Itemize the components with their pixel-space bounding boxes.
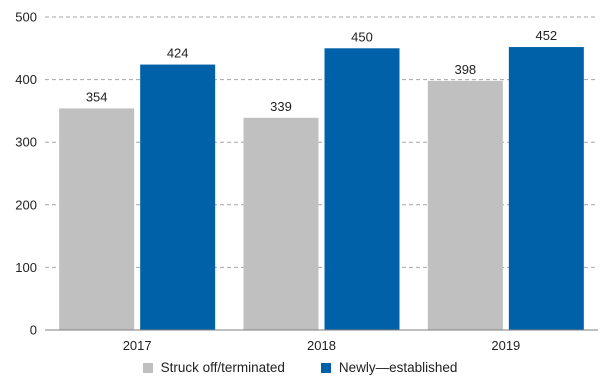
y-tick-label: 0 bbox=[30, 323, 37, 338]
bar-chart: 0 100 200 300 400 500 354 424 339 450 398 452 2017… bbox=[15, 10, 598, 353]
bar-2017-0 bbox=[59, 108, 135, 331]
legend: Struck off/terminated Newly—established bbox=[0, 360, 600, 375]
bar-2018-0 bbox=[243, 117, 319, 330]
bars bbox=[59, 47, 584, 331]
x-tick-label: 2018 bbox=[307, 338, 336, 353]
data-label: 452 bbox=[535, 28, 557, 43]
bar-2019-0 bbox=[427, 80, 503, 331]
x-tick-label: 2017 bbox=[123, 338, 152, 353]
y-tick-label: 300 bbox=[15, 135, 37, 150]
legend-swatch-struck-off bbox=[142, 362, 153, 373]
data-label: 354 bbox=[86, 89, 108, 104]
gridlines bbox=[45, 16, 598, 268]
legend-swatch-newly-established bbox=[320, 362, 331, 373]
legend-item-newly-established: Newly—established bbox=[320, 360, 458, 375]
data-label: 424 bbox=[167, 46, 189, 61]
legend-label-struck-off: Struck off/terminated bbox=[160, 360, 285, 375]
data-labels: 354 424 339 450 398 452 bbox=[86, 28, 557, 114]
data-label: 339 bbox=[270, 99, 292, 114]
bar-2017-1 bbox=[140, 64, 216, 331]
y-tick-label: 200 bbox=[15, 197, 37, 212]
bar-2019-1 bbox=[508, 47, 584, 330]
y-tick-label: 500 bbox=[15, 10, 37, 25]
y-axis-tick-labels: 0 100 200 300 400 500 bbox=[15, 10, 37, 338]
x-tick-label: 2019 bbox=[491, 338, 520, 353]
legend-label-newly-established: Newly—established bbox=[338, 360, 458, 375]
bar-2018-1 bbox=[324, 48, 400, 331]
legend-item-struck-off: Struck off/terminated bbox=[142, 360, 285, 375]
data-label: 398 bbox=[454, 62, 476, 77]
y-tick-label: 100 bbox=[15, 260, 37, 275]
data-label: 450 bbox=[351, 29, 373, 44]
y-tick-label: 400 bbox=[15, 72, 37, 87]
x-axis-tick-labels: 2017 2018 2019 bbox=[123, 338, 521, 353]
